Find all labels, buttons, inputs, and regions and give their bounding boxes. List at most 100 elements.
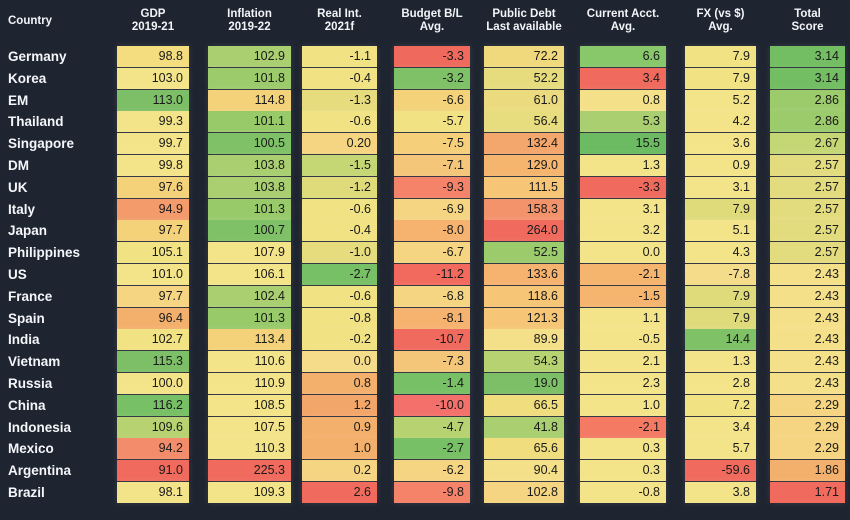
- row-label: US: [8, 267, 27, 282]
- heatmap-cell: 114.8: [208, 89, 291, 111]
- heatmap-cell: 2.57: [770, 220, 845, 242]
- heatmap-cell: -2.7: [302, 264, 377, 285]
- heatmap-cell: 5.2: [685, 89, 756, 111]
- row-label: Spain: [8, 310, 45, 326]
- row-label: Indonesia: [8, 419, 72, 435]
- heatmap-cell: -2.7: [394, 438, 470, 460]
- heatmap-cell: 107.5: [208, 416, 291, 438]
- heatmap-cell: 1.2: [302, 394, 377, 416]
- row-label: Vietnam: [8, 354, 61, 370]
- heatmap-cell: 56.4: [484, 111, 564, 133]
- heatmap-cell: 1.0: [302, 438, 377, 460]
- heatmap-cell: 0.9: [302, 416, 377, 438]
- heatmap-cell: -3.3: [394, 46, 470, 67]
- column-header-line1: Inflation: [227, 8, 272, 20]
- heatmap-cell: -7.3: [394, 351, 470, 373]
- heatmap-cell: -59.6: [685, 460, 756, 482]
- heatmap-cell: 1.3: [580, 155, 666, 176]
- heatmap-cell: 2.43: [770, 351, 845, 373]
- row-label: Thailand: [8, 114, 64, 130]
- column-header-line2: Score: [791, 21, 824, 33]
- heatmap-cell: -0.8: [580, 482, 666, 503]
- heatmap-cell: 1.0: [580, 394, 666, 416]
- heatmap-cell: 96.4: [117, 307, 189, 329]
- row-label: India: [8, 332, 40, 348]
- heatmap-cell: -1.3: [302, 89, 377, 111]
- heatmap-cell: 2.43: [770, 373, 845, 394]
- heatmap-cell: 118.6: [484, 285, 564, 307]
- heatmap-cell: 99.8: [117, 155, 189, 176]
- heatmap-cell: 7.9: [685, 307, 756, 329]
- row-label: UK: [8, 179, 28, 195]
- heatmap-cell: 113.0: [117, 89, 189, 111]
- heatmap-cell: 2.57: [770, 242, 845, 264]
- heatmap-cell: 97.6: [117, 176, 189, 198]
- heatmap-cell: 89.9: [484, 329, 564, 351]
- heatmap-cell: 3.4: [685, 416, 756, 438]
- heatmap-cell: -0.4: [302, 67, 377, 89]
- heatmap-cell: 97.7: [117, 285, 189, 307]
- row-label: Japan: [8, 223, 48, 239]
- heatmap-cell: 102.9: [208, 46, 291, 67]
- heatmap-cell: 115.3: [117, 351, 189, 373]
- heatmap-cell: 0.9: [685, 155, 756, 176]
- heatmap-cell: 101.3: [208, 198, 291, 220]
- heatmap-cell: 0.20: [302, 133, 377, 155]
- heatmap-cell: 94.2: [117, 438, 189, 460]
- heatmap-cell: 0.2: [302, 460, 377, 482]
- heatmap-cell: 2.57: [770, 198, 845, 220]
- heatmap-cell: -1.4: [394, 373, 470, 394]
- heatmap-cell: 113.4: [208, 329, 291, 351]
- heatmap-cell: 101.1: [208, 111, 291, 133]
- heatmap-cell: 5.7: [685, 438, 756, 460]
- heatmap-cell: -0.8: [302, 307, 377, 329]
- heatmap-cell: 132.4: [484, 133, 564, 155]
- heatmap-cell: 102.7: [117, 329, 189, 351]
- heatmap-cell: 2.1: [580, 351, 666, 373]
- row-label: Russia: [8, 376, 53, 391]
- heatmap-cell: -7.5: [394, 133, 470, 155]
- heatmap-cell: 90.4: [484, 460, 564, 482]
- heatmap-cell: 65.6: [484, 438, 564, 460]
- row-label: Brazil: [8, 485, 45, 500]
- heatmap-cell: 4.2: [685, 111, 756, 133]
- heatmap-cell: 91.0: [117, 460, 189, 482]
- column-header-line1: Public Debt: [492, 8, 556, 20]
- heatmap-cell: 0.8: [580, 89, 666, 111]
- heatmap-cell: 3.14: [770, 46, 845, 67]
- heatmap-cell: 264.0: [484, 220, 564, 242]
- column-header-line2: 2021f: [324, 21, 355, 33]
- heatmap-cell: 98.8: [117, 46, 189, 67]
- heatmap-cell: 3.14: [770, 67, 845, 89]
- heatmap-cell: 100.7: [208, 220, 291, 242]
- heatmap-cell: -0.6: [302, 198, 377, 220]
- heatmap-cell: 15.5: [580, 133, 666, 155]
- heatmap-cell: 102.4: [208, 285, 291, 307]
- heatmap-cell: -1.0: [302, 242, 377, 264]
- heatmap-cell: 99.7: [117, 133, 189, 155]
- heatmap-cell: -0.4: [302, 220, 377, 242]
- column-header: Current Acct. Avg.: [580, 4, 666, 38]
- heatmap-cell: 19.0: [484, 373, 564, 394]
- heatmap-cell: 3.4: [580, 67, 666, 89]
- heatmap-cell: 225.3: [208, 460, 291, 482]
- heatmap-cell: 3.8: [685, 482, 756, 503]
- heatmap-cell: 3.2: [580, 220, 666, 242]
- heatmap-cell: 109.6: [117, 416, 189, 438]
- heatmap-cell: 4.3: [685, 242, 756, 264]
- heatmap-cell: 97.7: [117, 220, 189, 242]
- heatmap-cell: 0.3: [580, 438, 666, 460]
- column-header-line2: Avg.: [610, 21, 636, 33]
- heatmap-cell: -0.6: [302, 111, 377, 133]
- heatmap-cell: 2.43: [770, 264, 845, 285]
- heatmap-cell: 14.4: [685, 329, 756, 351]
- heatmap-cell: -3.2: [394, 67, 470, 89]
- heatmap-cell: -6.2: [394, 460, 470, 482]
- heatmap-cell: 107.9: [208, 242, 291, 264]
- row-label: Italy: [8, 201, 36, 217]
- column-header-line1: FX (vs $): [696, 8, 745, 20]
- heatmap-cell: -6.8: [394, 285, 470, 307]
- column-header: Inflation 2019-22: [208, 4, 291, 38]
- heatmap-cell: 103.0: [117, 67, 189, 89]
- heatmap-cell: 0.3: [580, 460, 666, 482]
